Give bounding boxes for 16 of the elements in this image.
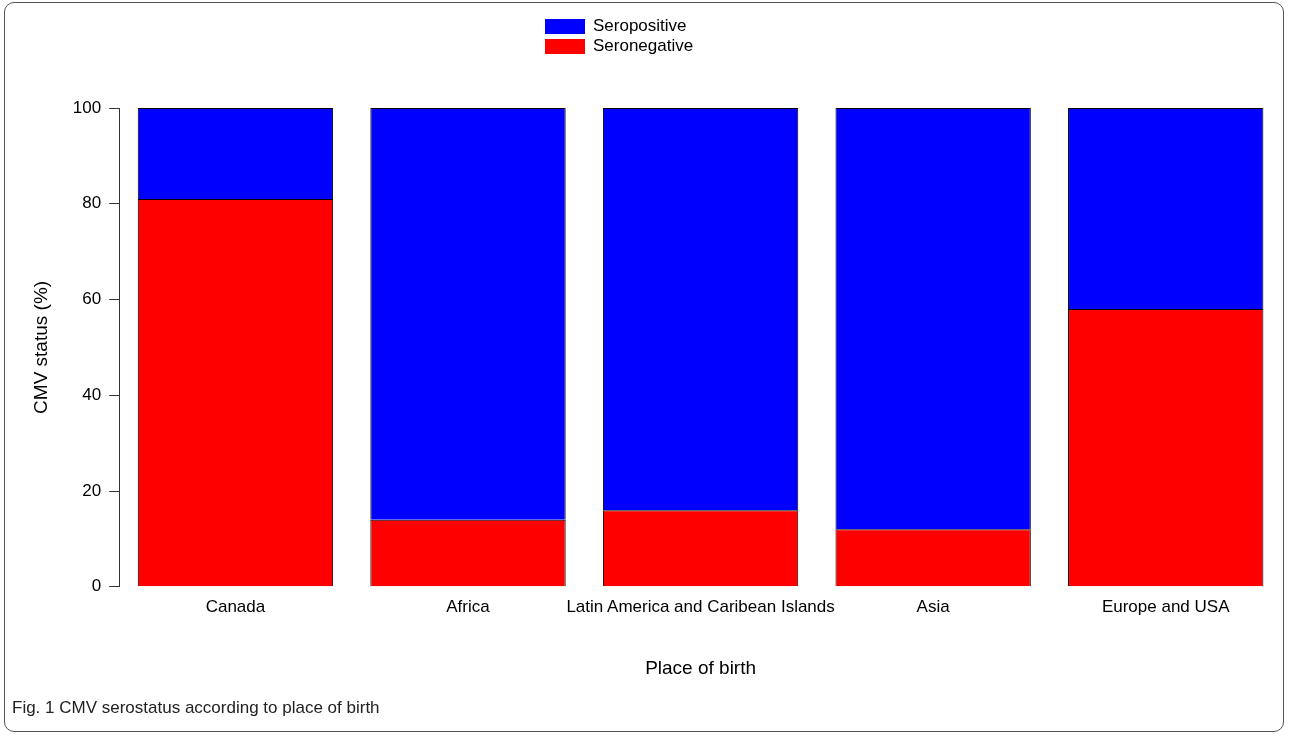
x-tick-label: Asia [916,596,951,616]
y-tick-label: 0 [91,576,102,596]
legend-label: Seronegative [593,36,694,56]
legend-label: Seropositive [593,16,687,36]
y-tick-label: 80 [82,193,102,213]
caption: Fig. 1 CMV serostatus according to place of birth [12,698,380,718]
x-tick-label: Canada [205,596,266,616]
x-tick-label: Africa [446,596,491,616]
y-tick-label: 100 [72,97,102,117]
y-tick-label: 40 [82,384,102,404]
y-tick-label: 60 [82,289,102,309]
y-axis-title: CMV status (%) [29,280,51,414]
x-axis-title: Place of birth [645,656,757,678]
y-tick-label: 20 [82,480,102,500]
x-tick-label: Latin America and Caribean Islands [566,596,835,616]
x-tick-label: Europe and USA [1101,596,1231,616]
